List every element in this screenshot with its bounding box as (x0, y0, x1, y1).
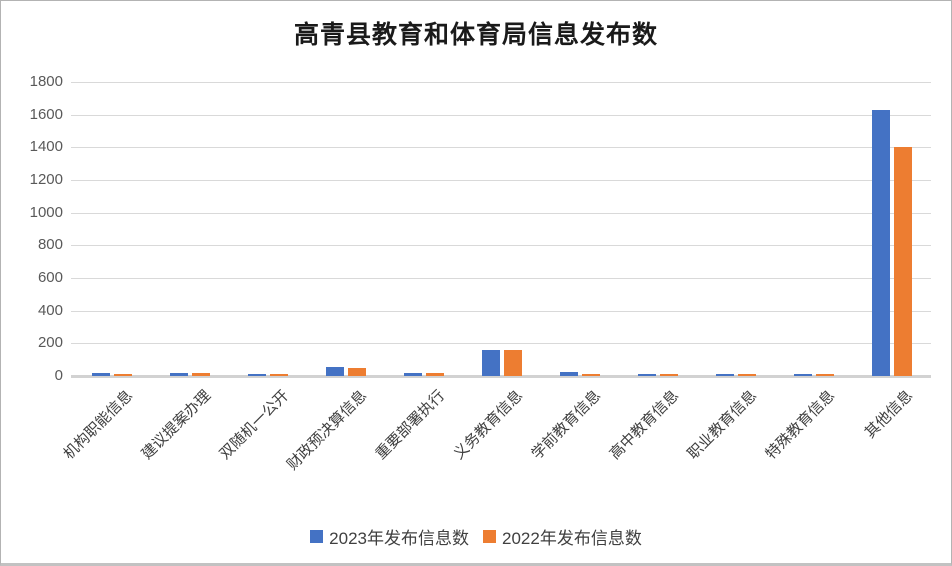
bar-group: 特殊教育信息 (762, 82, 853, 463)
legend-item: 2023年发布信息数 (310, 524, 469, 549)
bar-series-1 (426, 373, 444, 376)
gridline (71, 180, 931, 181)
category-label: 职业教育信息 (684, 387, 761, 463)
y-tick-label: 1200 (29, 171, 63, 188)
bar-series-0 (170, 372, 188, 376)
gridline (71, 310, 931, 312)
y-tick-label: 0 (54, 367, 63, 384)
bar-group: 义务教育信息 (450, 82, 541, 463)
bar-series-0 (638, 373, 656, 376)
x-axis-line (71, 375, 931, 378)
gridline (71, 245, 931, 247)
bar-series-1 (660, 374, 678, 376)
bar-series-1 (192, 373, 210, 376)
bar-series-1 (114, 374, 132, 376)
bar-series-1 (348, 367, 366, 376)
legend-label: 2022年发布信息数 (502, 529, 642, 548)
plot-area: 机构职能信息 建议提案办理 双随机一公开 财政预决算信息 重要部署执行 义务教育信息 学前教… (60, 82, 931, 473)
category-label: 财政预决算信息 (283, 387, 371, 474)
category-label: 学前教育信息 (528, 387, 605, 463)
bar-series-0 (248, 374, 266, 376)
bar-series-1 (816, 374, 834, 376)
chart-title: 高青县教育和体育局信息发布数 (293, 22, 658, 49)
category-label: 重要部署执行 (372, 387, 449, 463)
gridline (71, 82, 931, 83)
bar-series-0 (92, 372, 110, 376)
y-tick-label: 800 (37, 236, 63, 254)
y-tick-label: 400 (37, 301, 63, 319)
legend: 2023年发布信息数 2022年发布信息数 (1, 524, 951, 549)
category-label: 机构职能信息 (60, 387, 137, 463)
bar-group: 学前教育信息 (528, 82, 619, 463)
bar-series-1 (582, 374, 600, 376)
bar-group: 职业教育信息 (684, 82, 775, 463)
bar-series-1 (270, 374, 288, 376)
bar-group: 重要部署执行 (372, 82, 463, 463)
category-label: 高中教育信息 (606, 387, 683, 463)
category-label: 建议提案办理 (138, 387, 215, 463)
bar-series-0 (794, 374, 812, 376)
bar-series-0 (404, 372, 422, 376)
legend-label: 2023年发布信息数 (329, 529, 469, 548)
legend-swatch-icon (483, 530, 496, 543)
bar-group: 高中教育信息 (606, 82, 697, 463)
gridline (71, 278, 931, 279)
category-label: 义务教育信息 (450, 387, 527, 463)
gridline (71, 114, 931, 116)
bar-group: 建议提案办理 (138, 82, 229, 463)
y-tick-label: 1400 (29, 138, 63, 156)
y-tick-label: 1000 (29, 203, 63, 221)
gridline (71, 212, 931, 214)
category-label: 其他信息 (861, 387, 917, 442)
y-tick-label: 600 (37, 269, 63, 286)
bar-series-0 (872, 109, 890, 376)
y-tick-label: 1800 (29, 73, 63, 90)
gridline (71, 147, 931, 149)
bar-series-1 (738, 374, 756, 376)
category-label: 双随机一公开 (216, 387, 293, 463)
bar-series-0 (560, 372, 578, 376)
legend-item: 2022年发布信息数 (483, 524, 642, 549)
y-tick-label: 1600 (29, 105, 63, 123)
bar-group: 双随机一公开 (216, 82, 307, 463)
bar-series-0 (716, 373, 734, 376)
bar-series-1 (504, 349, 522, 376)
gridline (71, 343, 931, 345)
legend-swatch-icon (310, 530, 324, 543)
category-label: 特殊教育信息 (762, 387, 839, 463)
bar-series-0 (482, 349, 500, 376)
bar-series-0 (326, 367, 344, 376)
y-tick-label: 200 (37, 334, 63, 352)
bar-group: 机构职能信息 (60, 82, 151, 463)
bar-series-1 (894, 146, 912, 376)
bar-group: 财政预决算信息 (284, 82, 385, 473)
bar-group: 其他信息 (853, 82, 931, 442)
